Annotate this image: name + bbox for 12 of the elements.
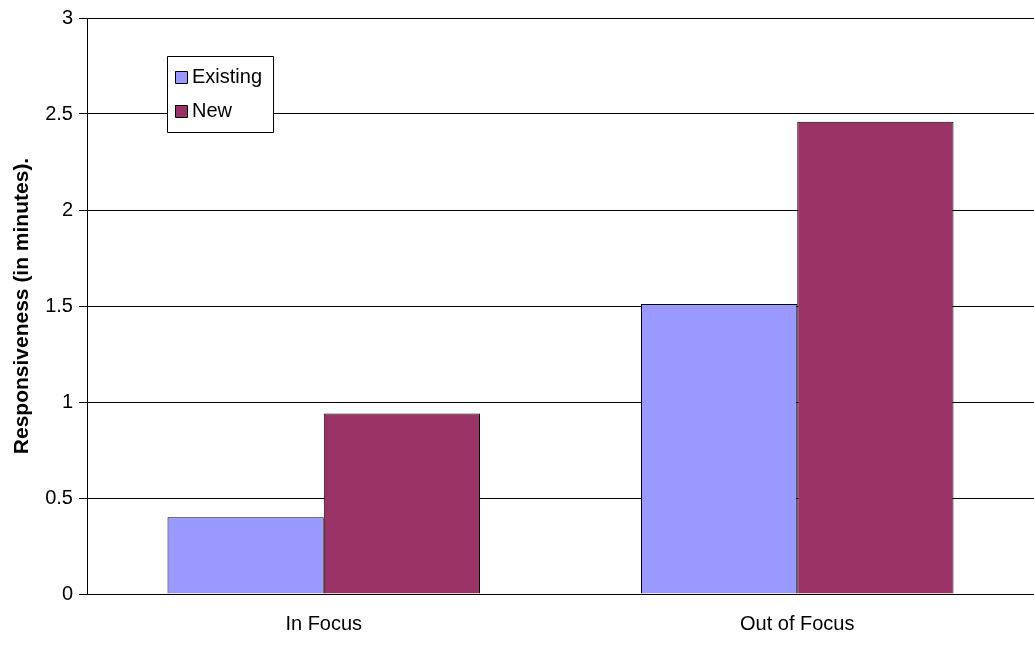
legend-label: New [192, 98, 233, 121]
y-tick-label: 2 [61, 197, 73, 220]
legend-label: Existing [192, 64, 263, 87]
y-tick-label: 0 [61, 581, 73, 604]
y-axis-title: Responsiveness (in minutes). [9, 157, 33, 455]
y-tick-label: 2.5 [45, 101, 73, 124]
x-tick-label: In Focus [285, 611, 363, 634]
y-tick-label: 0.5 [45, 485, 73, 508]
y-tick-label: 3 [61, 5, 73, 28]
y-tick-label: 1.5 [45, 293, 73, 316]
x-tick-label: Out of Focus [740, 611, 855, 634]
y-tick-label: 1 [61, 389, 73, 412]
